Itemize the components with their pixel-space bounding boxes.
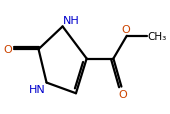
Text: CH₃: CH₃ (147, 31, 167, 41)
Text: HN: HN (29, 84, 46, 94)
Text: NH: NH (63, 16, 80, 26)
Text: O: O (118, 89, 127, 99)
Text: O: O (3, 45, 12, 55)
Text: O: O (121, 25, 130, 34)
